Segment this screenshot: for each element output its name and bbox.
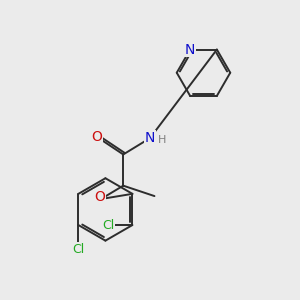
Text: O: O xyxy=(91,130,102,144)
Text: H: H xyxy=(158,136,167,146)
Text: Cl: Cl xyxy=(102,218,114,232)
Text: Cl: Cl xyxy=(72,243,85,256)
Text: O: O xyxy=(94,190,105,204)
Text: N: N xyxy=(145,131,155,145)
Text: N: N xyxy=(185,43,195,57)
